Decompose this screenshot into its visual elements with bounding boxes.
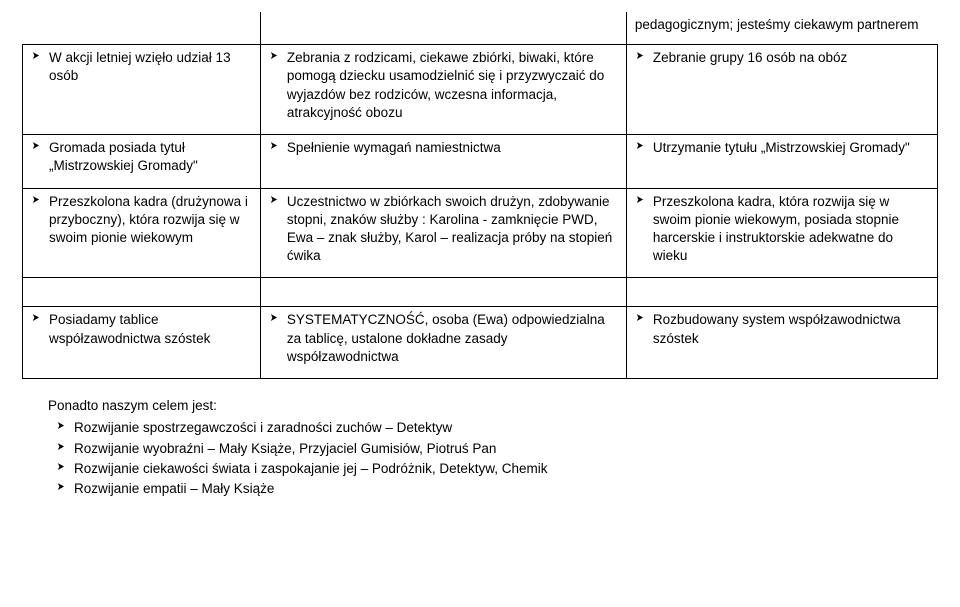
cell-text: pedagogicznym; jesteśmy ciekawym partner… [635, 16, 930, 34]
cell-mid: SYSTEMATYCZNOŚĆ, osoba (Ewa) odpowiedzia… [260, 307, 626, 379]
bullet-item: Gromada posiada tytuł „Mistrzowskiej Gro… [49, 139, 252, 175]
bullet-item: Zebranie grupy 16 osób na obóz [653, 49, 929, 67]
bullet-item: Posiadamy tablice współzawodnictwa szóst… [49, 311, 252, 347]
table-row: Przeszkolona kadra (drużynowa i przybocz… [23, 188, 938, 278]
bullet-item: Utrzymanie tytułu „Mistrzowskiej Gromady… [653, 139, 929, 157]
bullet-item: Rozwijanie spostrzegawczości i zaradnośc… [74, 419, 938, 437]
table-row: Gromada posiada tytuł „Mistrzowskiej Gro… [23, 135, 938, 188]
bullet-item: Rozbudowany system współzawodnictwa szós… [653, 311, 929, 347]
bullet-item: Rozwijanie empatii – Mały Książe [74, 480, 938, 498]
cell-mid: Zebrania z rodzicami, ciekawe zbiórki, b… [260, 45, 626, 135]
bullet-item: Rozwijanie wyobraźni – Mały Książe, Przy… [74, 440, 938, 458]
bullet-item: Uczestnictwo w zbiórkach swoich drużyn, … [287, 193, 618, 266]
cell-left: W akcji letniej wzięło udział 13 osób [23, 45, 261, 135]
cell-right: Rozbudowany system współzawodnictwa szós… [626, 307, 937, 379]
table-row: Posiadamy tablice współzawodnictwa szóst… [23, 307, 938, 379]
content-table: pedagogicznym; jesteśmy ciekawym partner… [22, 12, 938, 379]
table-row [23, 278, 938, 307]
bullet-item: Rozwijanie ciekawości świata i zaspokaja… [74, 460, 938, 478]
cell-left: Przeszkolona kadra (drużynowa i przybocz… [23, 188, 261, 278]
cell-right: Przeszkolona kadra, która rozwija się w … [626, 188, 937, 278]
cell-left: Posiadamy tablice współzawodnictwa szóst… [23, 307, 261, 379]
bullet-item: Zebrania z rodzicami, ciekawe zbiórki, b… [287, 49, 618, 122]
cell-left [23, 278, 261, 307]
cell-mid: Spełnienie wymagań namiestnictwa [260, 135, 626, 188]
cell-left [23, 12, 261, 45]
cell-mid [260, 278, 626, 307]
cell-left: Gromada posiada tytuł „Mistrzowskiej Gro… [23, 135, 261, 188]
table-row: pedagogicznym; jesteśmy ciekawym partner… [23, 12, 938, 45]
table-row: W akcji letniej wzięło udział 13 osób Ze… [23, 45, 938, 135]
footer-list: Rozwijanie spostrzegawczości i zaradnośc… [48, 419, 938, 498]
cell-right: pedagogicznym; jesteśmy ciekawym partner… [626, 12, 937, 45]
bullet-item: Przeszkolona kadra (drużynowa i przybocz… [49, 193, 252, 248]
footer-section: Ponadto naszym celem jest: Rozwijanie sp… [48, 397, 938, 498]
bullet-item: Przeszkolona kadra, która rozwija się w … [653, 193, 929, 266]
footer-intro: Ponadto naszym celem jest: [48, 397, 938, 415]
bullet-item: Spełnienie wymagań namiestnictwa [287, 139, 618, 157]
cell-right: Zebranie grupy 16 osób na obóz [626, 45, 937, 135]
cell-mid: Uczestnictwo w zbiórkach swoich drużyn, … [260, 188, 626, 278]
cell-right: Utrzymanie tytułu „Mistrzowskiej Gromady… [626, 135, 937, 188]
cell-mid [260, 12, 626, 45]
bullet-item: SYSTEMATYCZNOŚĆ, osoba (Ewa) odpowiedzia… [287, 311, 618, 366]
cell-right [626, 278, 937, 307]
bullet-item: W akcji letniej wzięło udział 13 osób [49, 49, 252, 85]
